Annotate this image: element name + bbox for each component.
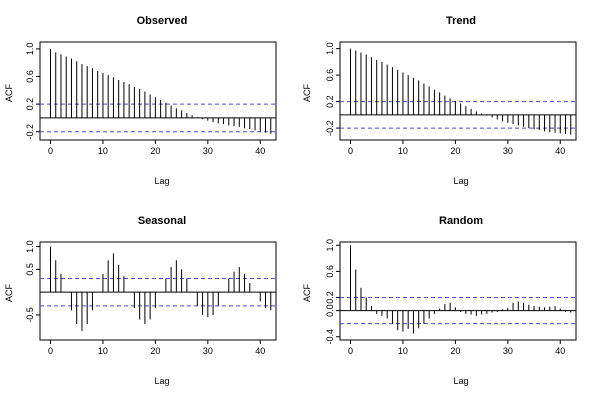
plot-frame xyxy=(39,241,277,341)
x-tick-label: 20 xyxy=(150,346,160,356)
x-tick-label: 30 xyxy=(503,346,513,356)
x-axis-label: Lag xyxy=(154,376,169,386)
x-axis-label: Lag xyxy=(154,176,169,186)
y-axis-label: ACF xyxy=(4,83,14,102)
x-tick-label: 40 xyxy=(555,146,565,156)
panel-title: Random xyxy=(439,215,483,227)
y-tick-label: 0.2 xyxy=(325,291,335,304)
y-tick-label: 1.0 xyxy=(25,43,35,56)
x-tick-label: 40 xyxy=(255,346,265,356)
x-tick-label: 0 xyxy=(348,346,353,356)
y-tick-label: -0.4 xyxy=(325,329,335,345)
y-axis-label: ACF xyxy=(4,283,14,302)
x-tick-label: 10 xyxy=(398,346,408,356)
y-tick-label: 0.6 xyxy=(325,265,335,278)
x-tick-label: 20 xyxy=(150,146,160,156)
y-axis-label: ACF xyxy=(302,283,312,302)
panel-title: Observed xyxy=(137,15,188,27)
x-tick-label: 10 xyxy=(398,146,408,156)
y-tick-label: 1.0 xyxy=(325,239,335,252)
x-tick-label: 20 xyxy=(450,146,460,156)
plot-frame xyxy=(339,241,577,341)
panel-title: Seasonal xyxy=(138,215,186,227)
observed-panel: Observed Lag ACF 0 10 20 30 40 -0.2 0.2 0.6 1.0 xyxy=(4,15,277,186)
trend-panel: Trend Lag ACF 0 10 20 30 40 -0.2 0.2 0.6 1.0 xyxy=(302,15,577,186)
y-tick-label: 0.6 xyxy=(25,70,35,83)
y-tick-label: 0.0 xyxy=(325,304,335,317)
y-tick-label: 1.0 xyxy=(325,42,335,55)
x-tick-label: 10 xyxy=(98,346,108,356)
x-tick-label: 10 xyxy=(98,146,108,156)
x-tick-label: 20 xyxy=(450,346,460,356)
plot-frame xyxy=(39,41,277,141)
y-tick-label: 0.2 xyxy=(325,95,335,108)
y-tick-label: -0.5 xyxy=(25,307,35,323)
y-tick-label: 0.2 xyxy=(25,98,35,111)
x-tick-label: 40 xyxy=(555,346,565,356)
random-panel: Random Lag ACF 0 10 20 30 40 -0.4 0.00.2 0.6 1.0 xyxy=(302,215,577,386)
y-axis-label: ACF xyxy=(302,83,312,102)
y-tick-label: 1.0 xyxy=(25,240,35,253)
x-tick-label: 30 xyxy=(203,146,213,156)
x-tick-label: 0 xyxy=(48,346,53,356)
plot-frame xyxy=(339,41,577,141)
x-axis-label: Lag xyxy=(453,176,468,186)
y-tick-label: 0.5 xyxy=(25,263,35,276)
y-tick-label: 0.6 xyxy=(325,69,335,82)
x-axis-label: Lag xyxy=(453,376,468,386)
x-tick-label: 30 xyxy=(503,146,513,156)
x-tick-label: 0 xyxy=(48,146,53,156)
seasonal-panel: Seasonal Lag ACF 0 10 20 30 40 -0.5 0.5 1.0 xyxy=(4,215,277,386)
panel-title: Trend xyxy=(446,15,476,27)
y-tick-label: -0.2 xyxy=(25,124,35,140)
x-tick-label: 0 xyxy=(348,146,353,156)
y-tick-label: -0.2 xyxy=(325,120,335,136)
x-tick-label: 30 xyxy=(203,346,213,356)
x-tick-label: 40 xyxy=(255,146,265,156)
